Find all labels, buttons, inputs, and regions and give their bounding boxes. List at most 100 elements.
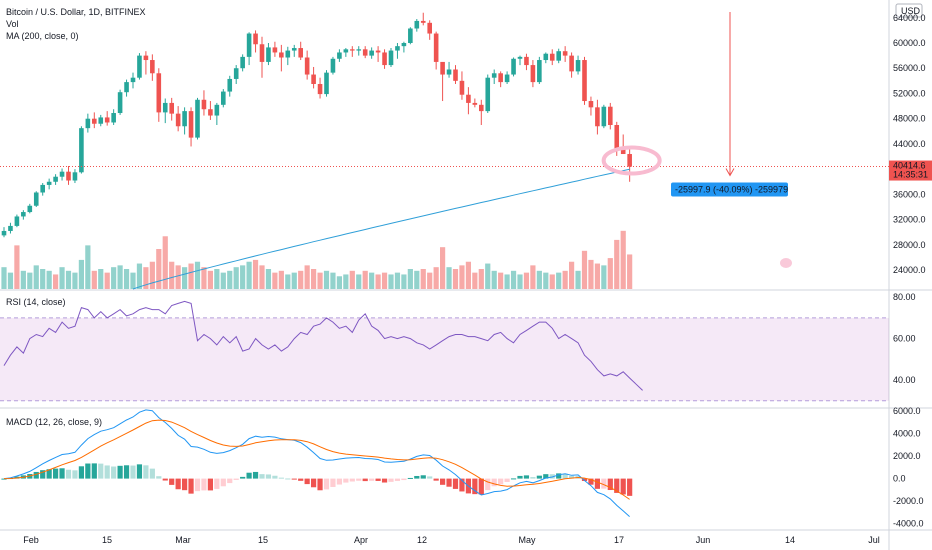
time-axis-tick: May — [518, 535, 536, 545]
currency-label: USD — [901, 6, 921, 16]
candle-body — [150, 60, 155, 74]
time-axis-tick: Mar — [175, 535, 191, 545]
macd-histogram-bar — [246, 472, 252, 479]
rsi-band — [0, 317, 889, 401]
volume-bar — [298, 270, 304, 289]
macd-axis-tick: 0.0 — [893, 474, 906, 484]
volume-bar — [285, 274, 291, 289]
volume-bar — [59, 267, 65, 289]
volume-bar — [91, 270, 97, 289]
candle-body — [143, 55, 149, 61]
candle-body — [59, 171, 65, 177]
macd-histogram-bar — [53, 468, 59, 479]
macd-histogram-bar — [272, 475, 278, 479]
macd-histogram-bar — [401, 478, 407, 481]
volume-bar — [85, 245, 91, 289]
rsi-axis-tick: 40.00 — [893, 375, 916, 385]
macd-legend: MACD (12, 26, close, 9) — [6, 416, 102, 428]
macd-histogram-bar — [130, 465, 136, 479]
macd-histogram-bar — [162, 478, 168, 481]
macd-histogram-bar — [46, 469, 52, 479]
candle-body — [569, 55, 574, 72]
rsi-legend: RSI (14, close) — [6, 296, 66, 308]
macd-histogram-bar — [336, 478, 342, 485]
macd-histogram-bar — [240, 476, 246, 479]
macd-axis-tick: 6000.0 — [893, 406, 921, 416]
macd-histogram-bar — [343, 478, 349, 483]
candle-body — [214, 104, 220, 116]
candle-body — [117, 92, 123, 114]
macd-histogram-bar — [143, 465, 149, 479]
candle-body — [608, 106, 613, 125]
candle-body — [356, 49, 362, 51]
candle-body — [175, 113, 181, 127]
candle-body — [369, 50, 374, 56]
volume-bar — [304, 265, 310, 289]
volume-bar — [123, 269, 130, 289]
volume-bar — [291, 272, 297, 289]
last-price-badge — [889, 160, 932, 181]
macd-histogram-bar — [252, 471, 259, 479]
macd-histogram-bar — [414, 475, 420, 479]
volume-legend: Vol — [6, 19, 19, 29]
candle-body — [491, 73, 497, 78]
candle-body — [620, 148, 626, 155]
volume-bar — [265, 269, 272, 289]
macd-histogram-bar — [259, 474, 265, 479]
candle-body — [72, 172, 78, 181]
volume-bar — [149, 261, 155, 289]
macd-histogram-bar — [510, 478, 517, 480]
volume-bar — [240, 265, 246, 289]
volume-bar — [465, 261, 471, 289]
candle-body — [259, 44, 265, 62]
candle-body — [208, 109, 213, 116]
volume-bar — [530, 265, 536, 289]
candle-body — [92, 118, 97, 124]
volume-bar — [227, 270, 233, 289]
candle-body — [1, 230, 7, 236]
time-axis-tick: 17 — [614, 535, 624, 545]
macd-histogram-bar — [581, 478, 588, 482]
volume-bar — [581, 250, 588, 289]
macd-histogram-bar — [156, 476, 162, 479]
ma200-line — [132, 168, 630, 290]
pink-marker — [780, 258, 792, 268]
volume-bar — [620, 230, 626, 289]
macd-histogram-bar — [349, 478, 355, 482]
volume-bar — [278, 270, 284, 289]
macd-histogram-bar — [265, 474, 272, 479]
candle-body — [104, 117, 110, 123]
volume-bar — [349, 270, 355, 289]
candle-body — [272, 47, 278, 53]
volume-bar — [491, 270, 497, 289]
volume-bar — [27, 272, 33, 289]
volume-bar — [394, 272, 401, 289]
volume-bar — [233, 267, 239, 289]
macd-histogram-bar — [169, 478, 175, 485]
macd-histogram-bar — [220, 478, 226, 487]
time-axis-tick: Apr — [354, 535, 368, 545]
macd-histogram-bar — [207, 478, 213, 491]
price-axis-tick: 48000.0 — [893, 114, 926, 124]
macd-histogram-bar — [601, 478, 607, 489]
volume-bar — [111, 267, 117, 289]
volume-bar — [220, 272, 226, 289]
volume-bar — [375, 274, 381, 289]
volume-bar — [536, 270, 542, 289]
macd-histogram-bar — [91, 463, 97, 479]
price-axis-tick: 32000.0 — [893, 215, 926, 225]
symbol-title: Bitcoin / U.S. Dollar, 1D, BITFINEX — [6, 7, 146, 17]
macd-histogram-bar — [523, 475, 530, 479]
volume-bar — [523, 272, 530, 289]
volume-bar — [130, 272, 136, 289]
volume-bar — [575, 270, 581, 289]
volume-bar — [407, 269, 413, 289]
macd-histogram-bar — [59, 468, 65, 479]
candle-body — [317, 84, 323, 95]
volume-bar — [317, 272, 323, 289]
macd-histogram-bar — [388, 478, 394, 482]
macd-histogram-bar — [433, 478, 439, 481]
macd-histogram-bar — [530, 477, 536, 479]
candle-body — [253, 33, 258, 45]
candle-body — [188, 111, 194, 138]
